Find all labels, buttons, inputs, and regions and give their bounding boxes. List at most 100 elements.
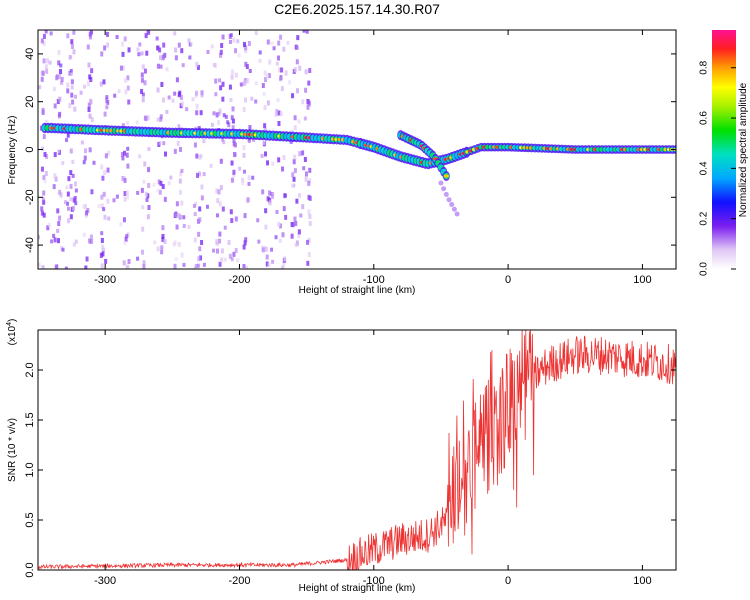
noise-cell bbox=[222, 140, 226, 145]
noise-cell bbox=[153, 240, 157, 245]
noise-cell bbox=[206, 49, 210, 54]
noise-cell bbox=[72, 242, 76, 247]
noise-cell bbox=[265, 254, 269, 260]
noise-cell bbox=[180, 200, 184, 206]
x-tick-label: -300 bbox=[94, 274, 116, 286]
noise-cell bbox=[167, 95, 171, 100]
noise-cell bbox=[67, 206, 71, 211]
noise-cell bbox=[297, 233, 301, 239]
noise-cell bbox=[303, 156, 307, 162]
noise-cell bbox=[242, 152, 246, 158]
noise-cell bbox=[156, 117, 160, 122]
noise-cell bbox=[83, 84, 87, 89]
noise-cell bbox=[69, 55, 73, 60]
noise-cell bbox=[43, 179, 47, 184]
noise-cell bbox=[202, 262, 206, 267]
noise-cell bbox=[251, 175, 255, 180]
noise-cell bbox=[307, 180, 311, 186]
noise-cell bbox=[125, 234, 129, 239]
noise-cell bbox=[177, 42, 181, 48]
noise-cell bbox=[121, 156, 125, 161]
noise-cell bbox=[101, 175, 105, 181]
noise-cell bbox=[237, 53, 241, 58]
noise-cell bbox=[141, 226, 145, 232]
noise-cell bbox=[195, 153, 199, 159]
noise-cell bbox=[88, 34, 92, 40]
noise-cell bbox=[69, 197, 73, 202]
noise-cell bbox=[57, 49, 61, 55]
noise-cell bbox=[42, 190, 46, 196]
noise-cell bbox=[280, 86, 284, 92]
noise-cell bbox=[48, 60, 52, 65]
noise-cell bbox=[239, 82, 243, 87]
noise-cell bbox=[266, 160, 270, 166]
noise-cell bbox=[231, 118, 235, 124]
noise-cell bbox=[202, 172, 206, 177]
noise-cell bbox=[308, 68, 312, 74]
noise-cell bbox=[73, 181, 77, 187]
noise-cell bbox=[294, 242, 298, 247]
tail-cell bbox=[449, 201, 455, 207]
noise-cell bbox=[216, 248, 220, 254]
noise-cell bbox=[236, 39, 240, 44]
noise-cell bbox=[69, 148, 73, 154]
noise-cell bbox=[217, 111, 221, 116]
noise-cell bbox=[92, 160, 96, 165]
noise-cell bbox=[52, 233, 56, 238]
noise-cell bbox=[266, 100, 270, 106]
bottom-xlabel: Height of straight line (km) bbox=[299, 583, 416, 594]
noise-cell bbox=[42, 33, 46, 39]
faint-tail bbox=[438, 180, 460, 217]
noise-cell bbox=[200, 184, 204, 190]
noise-cell bbox=[247, 137, 251, 143]
noise-cell bbox=[70, 85, 74, 90]
noise-cell bbox=[179, 171, 183, 177]
noise-cell bbox=[290, 183, 294, 188]
noise-cell bbox=[85, 256, 89, 262]
noise-cell bbox=[198, 206, 202, 212]
noise-cell bbox=[301, 150, 305, 156]
noise-cell bbox=[302, 30, 306, 33]
noise-cell bbox=[115, 194, 119, 199]
noise-cell bbox=[79, 90, 83, 95]
noise-cell bbox=[274, 235, 278, 240]
noise-cell bbox=[220, 43, 224, 49]
noise-cell bbox=[82, 204, 86, 209]
noise-cell bbox=[304, 171, 308, 177]
noise-cell bbox=[83, 155, 87, 161]
noise-cell bbox=[283, 256, 287, 262]
noise-cell bbox=[179, 95, 183, 101]
noise-cell bbox=[127, 99, 131, 105]
noise-cell bbox=[242, 263, 246, 268]
noise-cell bbox=[126, 163, 130, 169]
y-tick-label: 40 bbox=[24, 48, 36, 60]
noise-cell bbox=[216, 213, 220, 218]
noise-cell bbox=[58, 215, 62, 221]
noise-cell bbox=[56, 208, 60, 214]
noise-cell bbox=[271, 194, 275, 199]
snr-panel: -300 -200 -100 0 100 0.0 0.5 1.0 1.5 2.0 bbox=[24, 329, 677, 587]
noise-cell bbox=[45, 58, 49, 64]
noise-cell bbox=[42, 134, 46, 140]
noise-cell bbox=[140, 187, 144, 193]
noise-cell bbox=[87, 102, 91, 108]
noise-cell bbox=[121, 51, 125, 57]
noise-cell bbox=[115, 35, 119, 40]
noise-cell bbox=[297, 229, 301, 235]
noise-cell bbox=[268, 59, 272, 65]
noise-cell bbox=[127, 47, 131, 53]
noise-cell bbox=[279, 34, 283, 40]
noise-cell bbox=[175, 201, 179, 207]
noise-cell bbox=[246, 78, 250, 84]
noise-cell bbox=[254, 99, 258, 104]
noise-cell bbox=[58, 189, 62, 195]
noise-cell bbox=[219, 85, 223, 91]
noise-cell bbox=[105, 105, 109, 110]
noise-cell bbox=[296, 35, 300, 41]
noise-cell bbox=[135, 120, 139, 125]
noise-cell bbox=[82, 232, 86, 237]
noise-cell bbox=[63, 200, 67, 205]
noise-cell bbox=[200, 93, 204, 98]
noise-cell bbox=[113, 93, 117, 98]
x-tick-label: 100 bbox=[633, 575, 651, 587]
